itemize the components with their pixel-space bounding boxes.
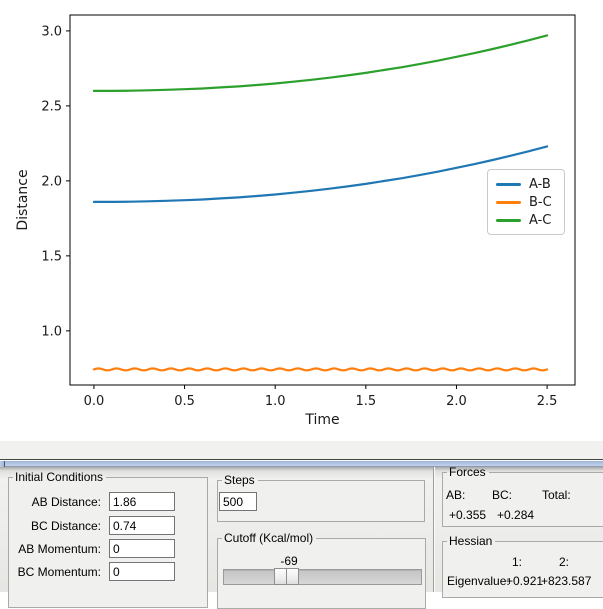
hessian-eigenvalue-2: +823.587 (541, 574, 592, 588)
group-header: Forces (442, 464, 603, 480)
ab-distance-input[interactable] (109, 492, 175, 511)
forces-bc-value: +0.284 (497, 508, 535, 522)
legend-label: A-C (529, 212, 552, 228)
group-header: Initial Conditions (8, 469, 208, 485)
legend-item: A-B (488, 175, 564, 193)
cutoff-slider[interactable] (223, 568, 422, 585)
forces-total-column-label: Total: (542, 488, 571, 502)
group-header: Cutoff (Kcal/mol) (217, 530, 426, 546)
svg-text:0.5: 0.5 (174, 394, 195, 409)
legend-line-swatch (496, 218, 521, 222)
chart-legend: A-B B-C A-C (487, 169, 565, 235)
svg-text:0.0: 0.0 (84, 394, 105, 409)
window-highlight-line (0, 460, 603, 461)
window-aero-border-edge (0, 466, 603, 467)
forces-ab-column-label: AB: (446, 488, 466, 502)
bc-distance-input[interactable] (109, 516, 175, 535)
hessian-group: Hessian 1: 2: Eigenvalue: +0.921 +823.58… (442, 534, 603, 598)
svg-text:1.0: 1.0 (265, 394, 286, 409)
panel-divider-highlight (434, 467, 435, 592)
series-line-A-C (92, 34, 549, 92)
forces-bc-column-label: BC: (492, 488, 513, 502)
legend-line-swatch (496, 200, 521, 204)
control-panel: Initial Conditions AB Distance: BC Dista… (0, 465, 603, 609)
hessian-col1-label: 1: (512, 555, 523, 569)
series-line-A-B (92, 145, 549, 203)
simulation-app-window: { "chart_data": { "type": "line", "title… (0, 14, 603, 609)
bc-momentum-input[interactable] (109, 562, 175, 581)
cutoff-group: Cutoff (Kcal/mol) -69 (217, 531, 426, 609)
svg-text:3.0: 3.0 (41, 24, 62, 39)
distance-axis-label: Distance (15, 169, 31, 230)
svg-text:2.0: 2.0 (41, 174, 62, 189)
steps-title: Steps (224, 473, 255, 487)
initial-conditions-group: Initial Conditions AB Distance: BC Dista… (8, 470, 208, 608)
legend-label: B-C (529, 194, 552, 210)
series-line-B-C (92, 367, 549, 372)
panel-divider (433, 467, 434, 592)
svg-text:2.5: 2.5 (41, 99, 62, 114)
steps-input[interactable] (219, 492, 257, 511)
legend-line-swatch (496, 182, 521, 186)
bc-momentum-label: BC Momentum: (17, 565, 101, 579)
hessian-title: Hessian (449, 534, 493, 548)
legend-item: A-C (488, 211, 564, 229)
group-header: Steps (217, 472, 425, 488)
forces-group: Forces AB: BC: Total: +0.355 +0.284 (442, 465, 603, 527)
distance-vs-time-chart: 0.0 0.5 1.0 1.5 2.0 2.5 1.0 1.5 2.0 2.5 3.0 Time Dis… (15, 14, 576, 428)
svg-text:1.5: 1.5 (41, 249, 62, 264)
legend-item: B-C (488, 193, 564, 211)
svg-text:1.5: 1.5 (355, 394, 376, 409)
cutoff-title: Cutoff (Kcal/mol) (224, 531, 314, 545)
ab-momentum-label: AB Momentum: (18, 542, 101, 556)
legend-label: A-B (529, 176, 551, 192)
window-border-line (0, 459, 603, 460)
hessian-eigenvalue-label: Eigenvalue: (447, 574, 510, 588)
time-axis-label: Time (304, 412, 339, 428)
initial-conditions-title: Initial Conditions (15, 470, 104, 484)
group-header: Hessian (442, 533, 603, 549)
slider-thumb-segment[interactable] (286, 568, 299, 585)
window-band (0, 441, 603, 459)
steps-group: Steps (217, 473, 425, 522)
cutoff-value-label: -69 (280, 554, 298, 568)
ab-momentum-input[interactable] (109, 539, 175, 558)
window-aero-border (0, 461, 603, 466)
svg-text:1.0: 1.0 (41, 324, 62, 339)
bc-distance-label: BC Distance: (30, 519, 101, 533)
forces-ab-value: +0.355 (449, 508, 487, 522)
forces-title: Forces (449, 465, 486, 479)
cutoff-slider-thumb[interactable] (274, 568, 299, 585)
hessian-eigenvalue-1: +0.921 (506, 574, 544, 588)
ab-distance-label: AB Distance: (31, 495, 101, 509)
hessian-col2-label: 2: (559, 555, 570, 569)
svg-text:2.5: 2.5 (537, 394, 558, 409)
svg-text:2.0: 2.0 (446, 394, 467, 409)
